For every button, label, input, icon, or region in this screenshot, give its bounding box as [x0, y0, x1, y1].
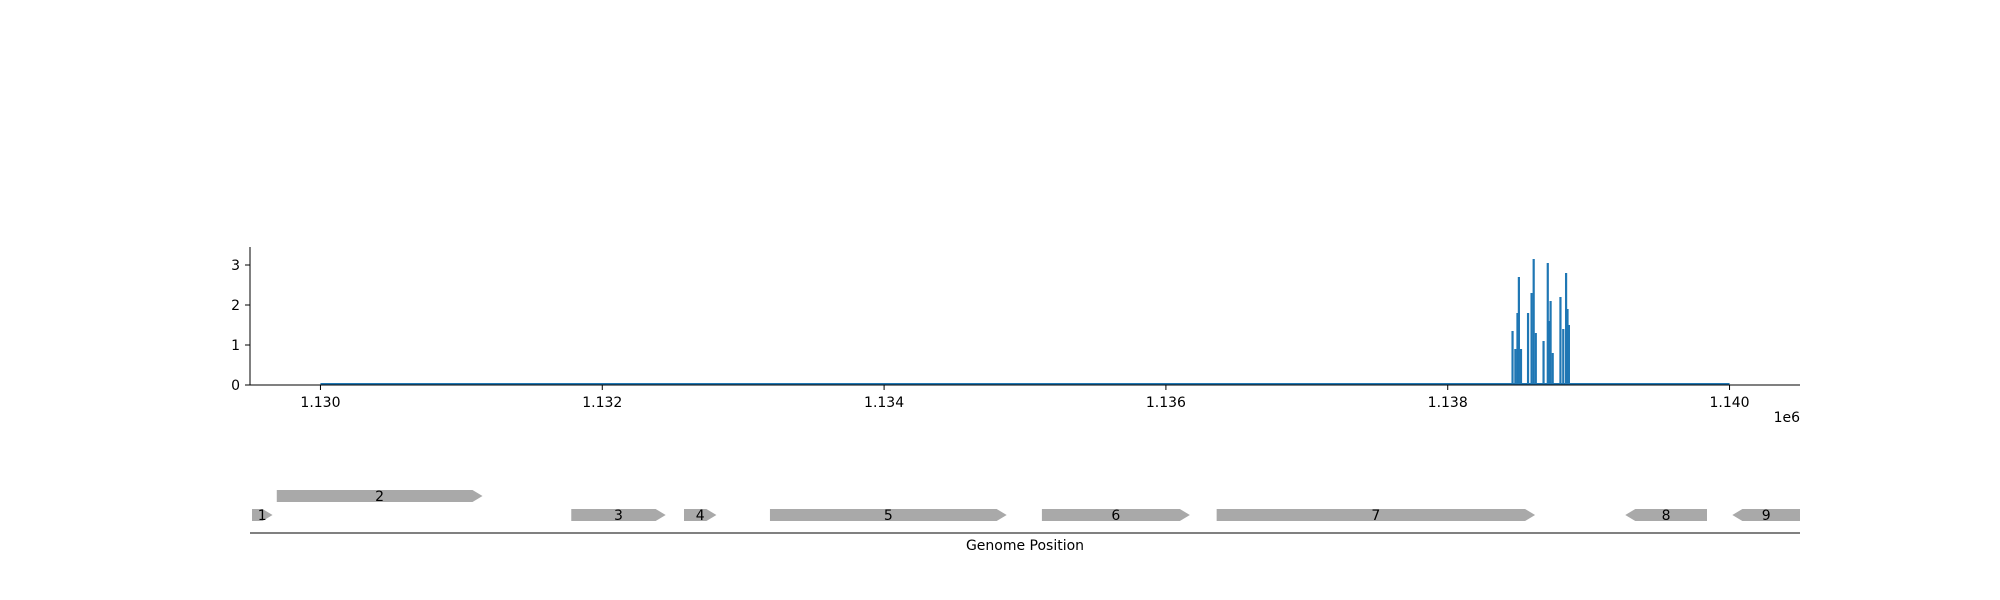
genes-layer: 1 2 3 4 5 6 7 8 9: [252, 489, 1800, 524]
gene-arrow: [571, 509, 666, 521]
gene-label: 4: [696, 508, 705, 524]
gene-label: 5: [884, 508, 893, 524]
gene-arrow: [276, 490, 483, 502]
x-tick-label: 1.134: [864, 395, 904, 411]
gene-arrow: [1625, 509, 1707, 521]
gene-label: 2: [375, 489, 384, 505]
x-tick-label: 1.132: [582, 395, 622, 411]
x-tick-label: 1.136: [1146, 395, 1186, 411]
coverage-plot: 1.130 1.132 1.134 1.136 1.138 1.140 0 1 2 3 1e6: [231, 247, 1800, 426]
gene-track-xlabel: Genome Position: [966, 538, 1084, 554]
y-tick-label: 1: [231, 338, 240, 354]
x-axis-offset-label: 1e6: [1774, 410, 1801, 426]
y-tick-label: 3: [231, 258, 240, 274]
gene-arrow: [1732, 509, 1800, 521]
gene-arrow: [1041, 509, 1190, 521]
gene-label: 9: [1762, 508, 1771, 524]
x-tick-label: 1.138: [1428, 395, 1468, 411]
gene-track: 1 2 3 4 5 6 7 8 9 Genome Position: [250, 489, 1800, 554]
coverage-peaks: [1511, 259, 1571, 385]
gene-label: 8: [1662, 508, 1671, 524]
x-tick-label: 1.130: [300, 395, 340, 411]
gene-label: 7: [1371, 508, 1380, 524]
gene-label: 6: [1111, 508, 1120, 524]
gene-arrow: [252, 509, 273, 521]
gene-arrow: [769, 509, 1007, 521]
y-tick-label: 2: [231, 298, 240, 314]
gene-arrow: [684, 509, 717, 521]
y-tick-label: 0: [231, 378, 240, 394]
x-tick-label: 1.140: [1709, 395, 1749, 411]
gene-label: 3: [614, 508, 623, 524]
y-axis-ticks: 0 1 2 3: [231, 258, 250, 394]
gene-arrow: [1216, 509, 1536, 521]
x-axis-ticks: 1.130 1.132 1.134 1.136 1.138 1.140: [300, 385, 1750, 411]
gene-label: 1: [258, 508, 267, 524]
